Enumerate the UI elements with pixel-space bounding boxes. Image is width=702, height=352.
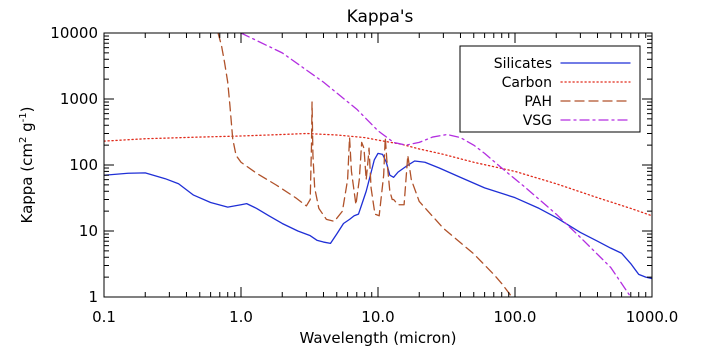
x-axis-label: Wavelength (micron)	[299, 329, 456, 347]
x-tick-label: 10.0	[361, 308, 394, 326]
x-tick-label: 1000.0	[626, 308, 679, 326]
y-tick-label: 100	[69, 156, 98, 174]
series-line-pah	[217, 33, 513, 297]
y-tick-label: 1000	[60, 90, 98, 108]
legend-label-carbon: Carbon	[502, 75, 552, 91]
series-line-silicates	[104, 152, 652, 280]
legend-label-silicates: Silicates	[494, 56, 552, 72]
legend: Silicates Carbon PAH VSG	[459, 45, 641, 133]
x-tick-label: 0.1	[92, 308, 116, 326]
y-axis-label-sup-2: -1	[18, 112, 29, 122]
legend-label-vsg: VSG	[523, 113, 552, 129]
chart-title: Kappa's	[347, 7, 414, 27]
x-tick-label: 100.0	[494, 308, 537, 326]
y-axis-label: Kappa (cm2 g-1)	[18, 107, 36, 224]
y-axis-label-sup-1: 2	[18, 137, 29, 143]
x-tick-label: 1.0	[229, 308, 253, 326]
legend-label-pah: PAH	[524, 94, 552, 110]
series-layer	[104, 33, 652, 297]
legend-box	[459, 45, 641, 133]
series-line-carbon	[104, 132, 652, 217]
y-tick-label: 10000	[50, 24, 98, 42]
y-tick-label: 1	[88, 288, 98, 306]
y-tick-label: 10	[79, 222, 98, 240]
series-line-vsg	[240, 33, 632, 297]
axes-layer: 0.1 1.0 10.0 100.0 1000.0 1 10 100 1000 10000	[50, 24, 678, 326]
